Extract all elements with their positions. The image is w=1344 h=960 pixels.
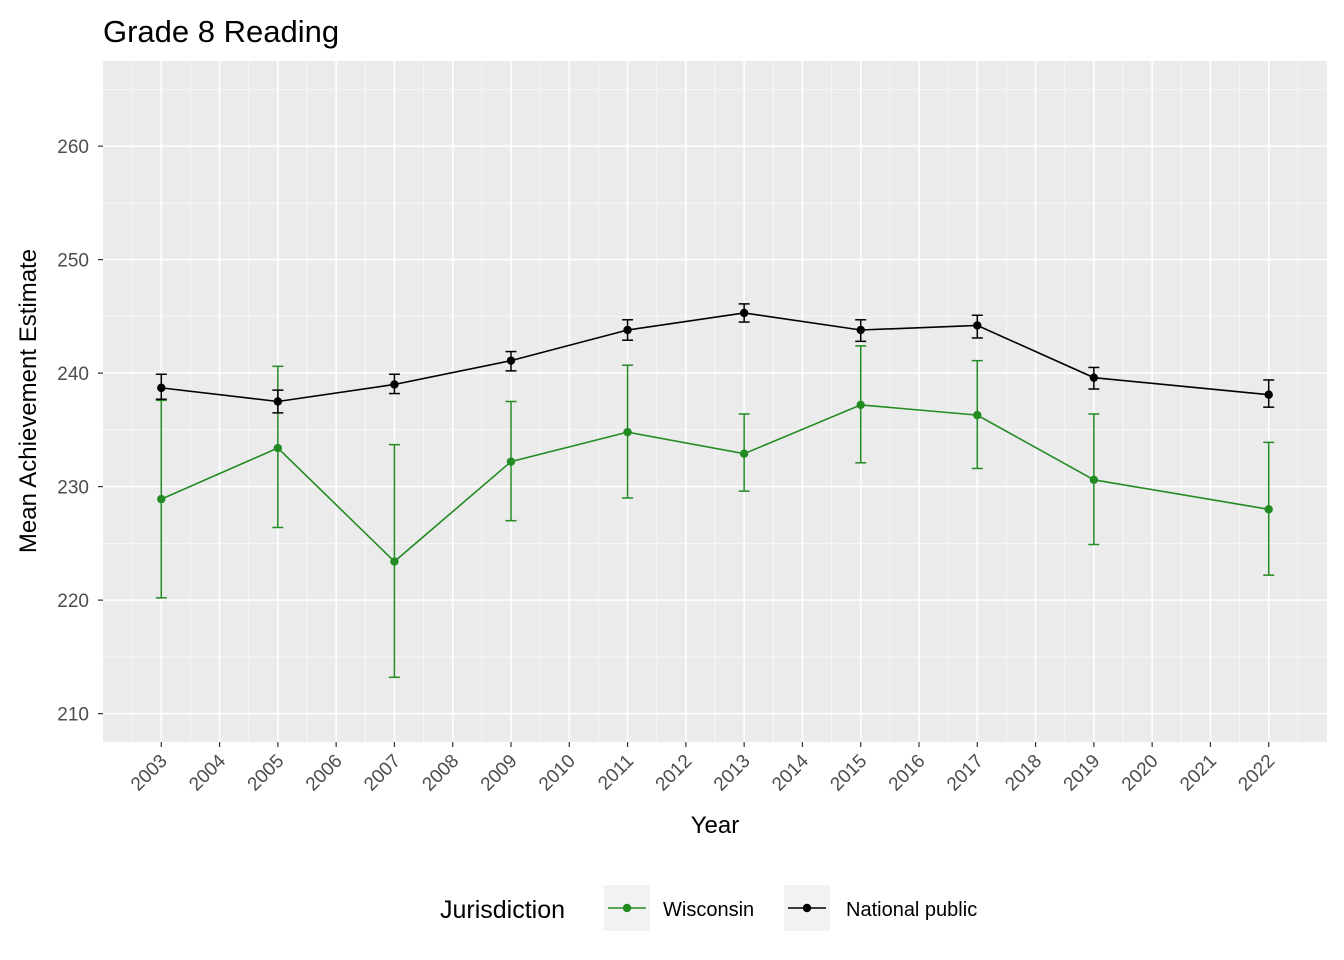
data-point [506,356,516,365]
x-tick-label: 2007 [360,751,405,796]
data-point [856,400,865,410]
x-tick-label: 2013 [710,751,755,796]
y-axis-ticks: 210 220 230 240 250 260 [57,137,103,726]
x-tick-label: 2008 [419,751,464,796]
series-line [161,312,1269,403]
x-tick-label: 2004 [185,750,230,795]
x-tick-label: 2003 [127,751,172,796]
x-tick-label: 2020 [1118,751,1163,796]
x-tick-label: 2018 [1001,751,1046,796]
legend-item: National public [784,885,977,931]
data-point [623,427,632,437]
data-point [273,443,283,453]
x-axis-title: Year [691,812,740,839]
y-tick-label: 260 [57,137,89,158]
legend-label: Wisconsin [663,899,754,921]
x-tick-label: 2010 [535,751,580,796]
series-national-public [155,303,1275,414]
x-tick-label: 2012 [652,751,697,796]
chart-title: Grade 8 Reading [103,14,339,49]
data-point [973,321,982,330]
data-point [273,397,283,406]
x-tick-label: 2009 [477,751,522,796]
data-point [1264,505,1273,514]
series-wisconsin [155,345,1275,679]
data-point [390,557,399,566]
legend-label: National public [846,899,977,921]
data-point [973,410,982,420]
y-tick-label: 220 [57,591,89,612]
data-point [739,449,749,458]
data-point [739,308,749,318]
x-tick-label: 2021 [1176,751,1221,796]
x-tick-label: 2017 [943,751,988,796]
x-tick-label: 2006 [302,751,347,796]
series-line [160,404,1269,563]
data-point [390,380,399,389]
x-tick-label: 2016 [885,751,930,796]
data-point [1264,390,1273,399]
data-point [623,325,632,335]
minor-gridlines [103,61,1327,742]
data-point [1089,373,1099,382]
legend-key-point [802,903,812,913]
x-tick-label: 2011 [594,751,638,795]
data-point [157,383,166,393]
y-tick-label: 250 [57,251,89,272]
x-tick-label: 2005 [244,751,289,796]
y-tick-label: 240 [57,364,89,385]
legend: Jurisdiction Wisconsin National public [440,885,977,931]
y-axis-title: Mean Achievement Estimate [15,249,42,553]
y-tick-label: 210 [57,705,89,726]
legend-item: Wisconsin [604,885,754,931]
legend-title: Jurisdiction [440,896,565,924]
data-point [856,325,865,335]
data-point [506,457,516,466]
y-tick-label: 230 [57,478,89,499]
x-tick-label: 2019 [1060,751,1105,796]
data-point [157,494,166,504]
legend-key-point [622,903,632,913]
x-tick-label: 2022 [1235,751,1280,796]
data-point [1089,475,1099,485]
x-tick-label: 2015 [827,751,872,796]
x-axis-ticks: 2003 2004 2005 2006 2007 2008 2009 2010 2011 2012… [127,742,1279,795]
series-layer [155,303,1275,679]
x-tick-label: 2014 [768,750,813,795]
